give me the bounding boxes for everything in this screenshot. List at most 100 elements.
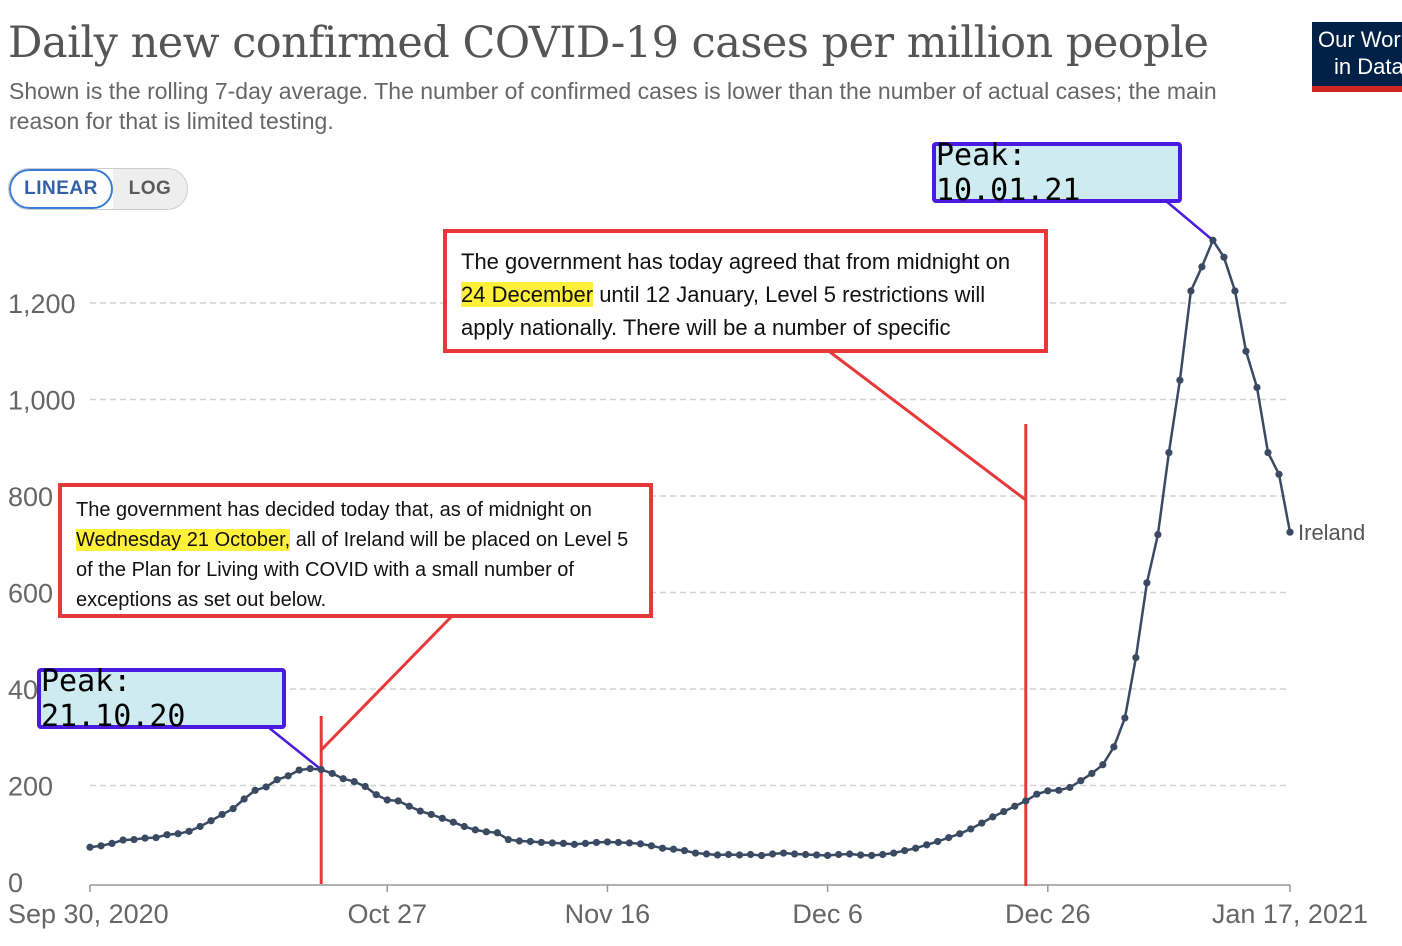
data-point-20 [306, 765, 314, 773]
data-point-84 [1011, 802, 1019, 810]
y-tick-label-1000: 1,000 [8, 386, 76, 416]
october-callout-line [320, 614, 454, 752]
data-point-81 [978, 819, 986, 827]
y-tick-label-1200: 1,200 [8, 289, 76, 319]
data-point-98 [1165, 448, 1173, 457]
data-point-9 [185, 827, 193, 835]
data-point-54 [680, 847, 689, 855]
data-point-47 [603, 838, 612, 846]
data-point-86 [1033, 790, 1041, 798]
data-point-19 [295, 766, 303, 774]
data-point-76 [923, 841, 931, 849]
data-point-99 [1176, 376, 1184, 384]
data-point-23 [339, 775, 347, 783]
data-point-1 [97, 842, 105, 850]
x-tick-label-5: Jan 17, 2021 [1212, 899, 1368, 929]
data-point-109 [1286, 528, 1294, 536]
data-point-78 [945, 834, 953, 842]
logo-line-2: in Data [1334, 54, 1402, 79]
annotation-october-text-1: The government has decided today that, a… [76, 499, 592, 521]
data-point-37 [493, 829, 501, 837]
data-point-59 [735, 851, 744, 859]
data-point-34 [460, 822, 468, 831]
data-point-38 [504, 835, 512, 844]
data-point-11 [207, 817, 215, 825]
x-tick-label-0: Sep 30, 2020 [8, 899, 169, 929]
y-tick-label-600: 600 [8, 579, 53, 609]
data-point-77 [934, 837, 942, 846]
data-point-79 [956, 830, 964, 838]
scale-toggle: LINEAR LOG [8, 168, 188, 210]
data-point-85 [1022, 797, 1030, 805]
x-axis: Sep 30, 2020 Oct 27 Nov 16 Dec 6 Dec 26 Jan 1… [8, 884, 1368, 929]
data-point-60 [746, 850, 755, 859]
data-point-104 [1231, 287, 1239, 295]
annotation-december: The government has today agreed that fro… [443, 229, 1048, 353]
data-point-97 [1154, 531, 1162, 539]
data-point-0 [86, 843, 94, 851]
data-point-48 [614, 838, 623, 847]
data-point-90 [1077, 777, 1085, 785]
peak-october-pointer [267, 726, 322, 771]
data-point-93 [1110, 743, 1118, 751]
data-point-7 [163, 831, 171, 839]
data-point-105 [1242, 347, 1250, 355]
data-point-18 [284, 772, 292, 780]
data-point-66 [813, 851, 821, 859]
y-tick-label-800: 800 [8, 482, 53, 512]
data-point-94 [1121, 714, 1129, 722]
x-tick-label-1: Oct 27 [347, 899, 427, 929]
data-point-39 [515, 837, 523, 845]
data-point-51 [647, 842, 656, 850]
data-point-31 [427, 810, 435, 819]
data-point-32 [438, 814, 446, 822]
owid-logo[interactable]: Our World in Data [1312, 22, 1402, 92]
x-tick-label-4: Dec 26 [1005, 899, 1091, 929]
data-point-10 [196, 822, 204, 831]
data-point-92 [1099, 761, 1107, 769]
x-tick-label-3: Dec 6 [792, 899, 863, 929]
data-point-36 [482, 828, 490, 836]
chart-subtitle: Shown is the rolling 7-day average. The … [9, 78, 1217, 134]
data-point-22 [328, 769, 336, 778]
data-point-25 [361, 782, 369, 791]
log-scale-button[interactable]: LOG [113, 169, 187, 209]
data-point-75 [912, 844, 920, 852]
linear-scale-button[interactable]: LINEAR [9, 169, 113, 209]
data-point-68 [835, 850, 843, 859]
data-point-102 [1209, 236, 1217, 244]
data-point-26 [372, 791, 380, 799]
data-point-35 [471, 826, 479, 834]
data-point-63 [779, 849, 788, 857]
data-point-100 [1187, 287, 1195, 295]
data-point-57 [713, 851, 722, 859]
data-point-42 [548, 839, 556, 847]
data-point-91 [1088, 769, 1096, 778]
data-point-74 [901, 847, 909, 855]
data-point-64 [790, 850, 799, 858]
data-point-43 [559, 839, 567, 848]
annotation-october: The government has decided today that, a… [58, 483, 653, 618]
data-point-44 [570, 840, 579, 848]
data-point-53 [669, 845, 678, 853]
data-point-49 [625, 839, 634, 847]
data-point-12 [218, 810, 226, 819]
data-point-2 [108, 839, 116, 848]
data-point-107 [1264, 448, 1272, 457]
data-point-6 [152, 834, 160, 842]
series-ireland[interactable]: Ireland [86, 236, 1365, 860]
data-point-65 [801, 850, 810, 859]
data-point-96 [1143, 579, 1151, 587]
data-point-41 [537, 838, 545, 847]
data-point-30 [416, 807, 424, 815]
series-label-ireland: Ireland [1298, 520, 1365, 545]
data-point-15 [251, 786, 259, 794]
y-tick-label-200: 200 [8, 772, 53, 802]
data-point-14 [240, 795, 248, 803]
data-point-3 [119, 836, 127, 844]
data-point-55 [691, 849, 700, 857]
data-point-103 [1220, 253, 1228, 261]
data-point-8 [174, 830, 182, 838]
december-callout-line [829, 350, 1027, 502]
